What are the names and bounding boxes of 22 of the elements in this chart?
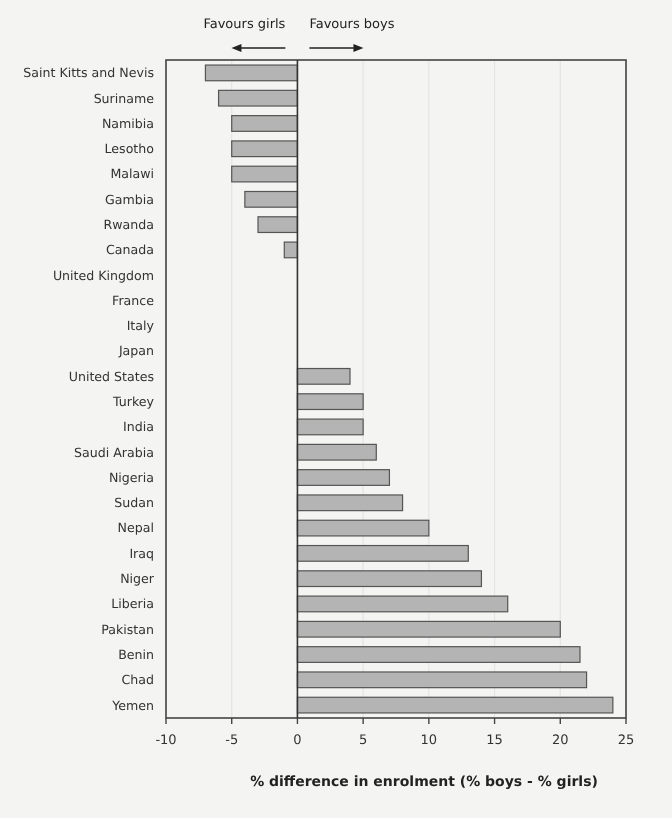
bar [296,620,561,638]
bar [296,418,364,436]
bar [283,241,299,259]
bar [296,544,469,562]
bar [296,646,581,663]
bar [296,367,351,385]
bar [244,190,299,208]
bar [296,469,391,486]
bar [296,595,509,613]
bar [296,570,483,588]
bar [296,443,377,461]
bar [296,393,364,411]
bar [296,671,588,689]
bar [257,216,299,234]
bar [231,140,299,158]
bar [296,696,614,714]
bar [231,115,299,132]
bar [217,89,299,107]
bar [204,64,299,82]
bar [296,519,430,537]
bar [231,165,299,183]
bar [296,494,404,512]
